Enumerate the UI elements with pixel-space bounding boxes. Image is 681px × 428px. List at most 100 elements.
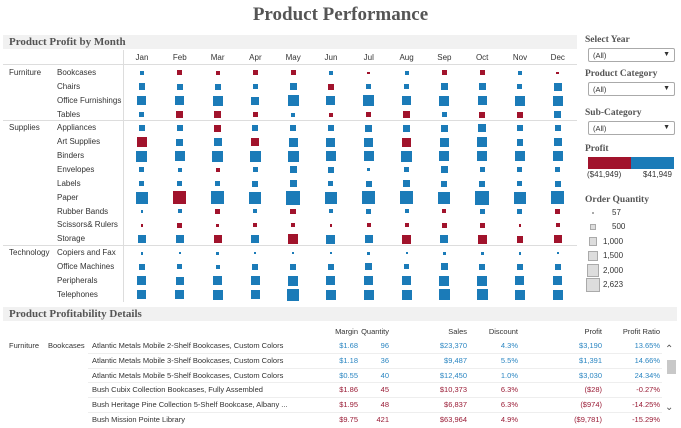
profit-mark[interactable] (289, 180, 297, 188)
profit-mark[interactable] (329, 223, 333, 227)
profit-mark[interactable] (555, 223, 560, 228)
profit-mark[interactable] (442, 209, 447, 214)
profit-mark[interactable] (440, 235, 449, 244)
profit-mark[interactable] (136, 191, 148, 204)
profit-mark[interactable] (140, 251, 144, 255)
profit-mark[interactable] (252, 263, 259, 270)
profit-mark[interactable] (366, 84, 372, 90)
profit-mark[interactable] (176, 83, 183, 90)
profit-mark[interactable] (514, 191, 526, 204)
profit-mark[interactable] (176, 138, 184, 146)
profit-mark[interactable] (140, 210, 144, 213)
profit-mark[interactable] (175, 235, 184, 244)
profit-mark[interactable] (290, 263, 297, 270)
profit-mark[interactable] (480, 251, 484, 255)
profit-mark[interactable] (552, 289, 563, 300)
product-name[interactable]: Bush Mission Pointe Library (92, 415, 185, 424)
profit-mark[interactable] (216, 251, 220, 255)
profit-mark[interactable] (367, 251, 371, 255)
profit-mark[interactable] (176, 125, 183, 132)
profit-mark[interactable] (514, 289, 525, 300)
profit-mark[interactable] (177, 264, 183, 270)
profit-mark[interactable] (553, 235, 562, 244)
product-name[interactable]: Bush Heritage Pine Collection 5-Shelf Bo… (92, 400, 288, 410)
profit-mark[interactable] (551, 191, 565, 205)
profit-mark[interactable] (552, 95, 563, 106)
profit-mark[interactable] (517, 167, 523, 173)
profit-mark[interactable] (175, 276, 184, 285)
profit-mark[interactable] (479, 263, 486, 270)
profit-mark[interactable] (328, 166, 334, 173)
profit-mark[interactable] (477, 137, 488, 148)
profit-mark[interactable] (440, 124, 448, 132)
profit-mark[interactable] (249, 150, 261, 162)
profit-mark[interactable] (402, 137, 412, 147)
profit-mark[interactable] (214, 124, 222, 132)
profit-mark[interactable] (215, 181, 221, 187)
profit-mark[interactable] (403, 111, 411, 119)
profit-mark[interactable] (176, 111, 184, 119)
profit-mark[interactable] (291, 223, 296, 228)
profit-mark[interactable] (439, 95, 450, 106)
profit-mark[interactable] (517, 111, 523, 118)
profit-mark[interactable] (139, 125, 145, 132)
profit-mark[interactable] (250, 276, 260, 286)
profit-mark[interactable] (289, 166, 297, 174)
profit-mark[interactable] (252, 125, 259, 132)
profit-mark[interactable] (213, 138, 222, 147)
profit-mark[interactable] (287, 288, 300, 301)
profit-mark[interactable] (366, 208, 372, 214)
profit-mark[interactable] (514, 151, 525, 162)
profit-mark[interactable] (518, 223, 522, 227)
profit-mark[interactable] (249, 191, 262, 204)
profit-mark[interactable] (325, 151, 336, 162)
profit-mark[interactable] (517, 263, 523, 270)
profit-mark[interactable] (363, 151, 374, 162)
profit-mark[interactable] (442, 251, 446, 255)
profit-mark[interactable] (440, 83, 448, 91)
category-dropdown[interactable]: (All) ▼ (588, 82, 675, 96)
profit-mark[interactable] (175, 96, 185, 106)
profit-mark[interactable] (404, 167, 410, 173)
profit-mark[interactable] (438, 191, 451, 204)
profit-mark[interactable] (139, 70, 144, 75)
profit-mark[interactable] (517, 84, 523, 90)
profit-mark[interactable] (441, 112, 447, 118)
profit-mark[interactable] (328, 70, 333, 75)
profit-mark[interactable] (556, 71, 560, 75)
profit-mark[interactable] (328, 181, 334, 187)
profit-mark[interactable] (476, 289, 488, 301)
profit-mark[interactable] (478, 124, 487, 133)
profit-mark[interactable] (553, 138, 562, 147)
profit-mark[interactable] (556, 252, 559, 255)
profit-mark[interactable] (405, 252, 408, 255)
profit-mark[interactable] (174, 151, 185, 162)
profit-mark[interactable] (366, 112, 372, 118)
profit-mark[interactable] (214, 111, 222, 119)
profit-mark[interactable] (440, 166, 448, 174)
profit-mark[interactable] (252, 167, 258, 173)
product-name[interactable]: Atlantic Metals Mobile 3-Shelf Bookcases… (92, 355, 284, 365)
profit-mark[interactable] (441, 180, 448, 187)
profit-mark[interactable] (479, 208, 485, 214)
profit-mark[interactable] (212, 150, 224, 162)
profit-mark[interactable] (404, 84, 410, 90)
profit-mark[interactable] (366, 223, 371, 228)
profit-mark[interactable] (403, 180, 411, 188)
profit-mark[interactable] (328, 125, 334, 132)
profit-mark[interactable] (362, 191, 376, 205)
profit-mark[interactable] (138, 235, 146, 244)
profit-mark[interactable] (404, 209, 409, 214)
profit-mark[interactable] (328, 83, 334, 90)
profit-mark[interactable] (477, 275, 488, 286)
profit-mark[interactable] (250, 290, 260, 300)
profit-mark[interactable] (177, 222, 183, 228)
profit-mark[interactable] (140, 223, 144, 227)
profit-mark[interactable] (211, 191, 225, 205)
profit-mark[interactable] (251, 96, 260, 105)
profit-mark[interactable] (516, 235, 524, 243)
profit-mark[interactable] (363, 289, 374, 300)
profit-mark[interactable] (555, 167, 561, 173)
profit-mark[interactable] (554, 180, 561, 187)
profit-mark[interactable] (286, 190, 301, 205)
